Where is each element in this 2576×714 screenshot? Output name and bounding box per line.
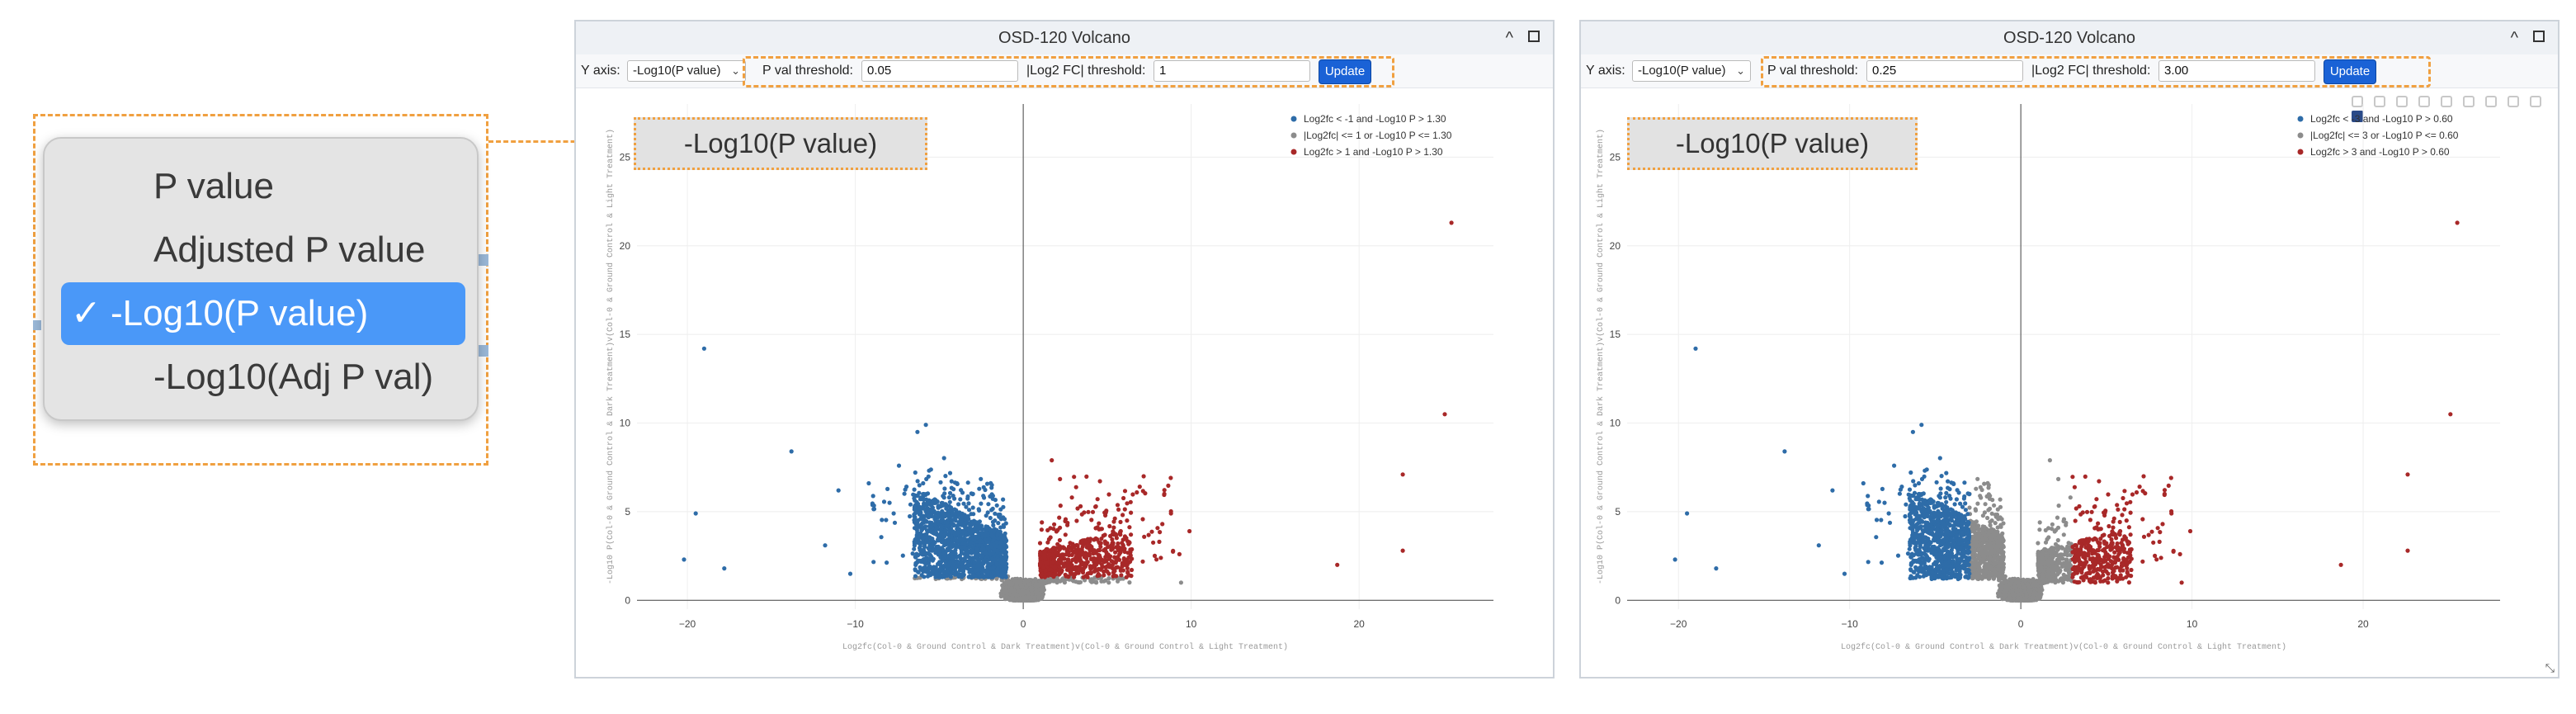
y-axis-select-value: -Log10(P value) <box>633 64 721 78</box>
collapse-icon[interactable]: ^ <box>1505 29 1513 47</box>
callout-connector <box>488 140 635 143</box>
x-tick-label: 20 <box>1353 618 1365 630</box>
p-threshold-input[interactable]: 0.05 <box>861 60 1018 82</box>
panel-header: OSD-120 Volcano ^ <box>576 21 1553 55</box>
volcano-panel-1: OSD-120 Volcano ^ Y axis: -Log10(P value… <box>574 20 1555 679</box>
x-axis-title: Log2fc(Col-0 & Ground Control & Dark Tre… <box>842 642 1288 652</box>
y-axis-title: -Log10 P(Col-0 & Ground Control & Dark T… <box>606 129 616 584</box>
menu-option-label: Adjusted P value <box>153 229 426 270</box>
y-tick-label: 5 <box>625 506 630 518</box>
menu-option-label: P value <box>153 166 274 206</box>
x-tick-label: −10 <box>847 618 864 630</box>
menu-option-p-value[interactable]: P value <box>61 155 465 218</box>
menu-option-neg-log10-adj-p-val[interactable]: -Log10(Adj P val) <box>61 346 465 409</box>
select-peek <box>477 254 488 266</box>
menu-option-adjusted-p-value[interactable]: Adjusted P value <box>61 219 465 281</box>
fc-threshold-input[interactable]: 1 <box>1154 60 1310 82</box>
threshold-highlight <box>743 56 1394 87</box>
select-peek <box>477 345 488 357</box>
y-axis-dropdown-menu[interactable]: P value Adjusted P value ✓ -Log10(P valu… <box>43 137 479 421</box>
y-tick-label: 0 <box>625 594 630 606</box>
controls-bar: Y axis: -Log10(P value) ⌄ P val threshol… <box>576 54 1553 88</box>
update-button[interactable]: Update <box>1319 59 1371 84</box>
y-axis-select[interactable]: -Log10(P value) ⌄ <box>627 60 746 82</box>
checkmark-icon: ✓ <box>71 293 101 333</box>
y-tick-label: 10 <box>620 418 631 429</box>
y-tick-label: 25 <box>620 151 631 163</box>
y-axis-label: Y axis: <box>581 64 620 78</box>
menu-option-label: -Log10(Adj P val) <box>153 357 434 397</box>
point-not-significant <box>1009 582 1014 588</box>
p-threshold-label: P val threshold: <box>762 64 853 78</box>
panel-title: OSD-120 Volcano <box>998 29 1131 47</box>
point-not-significant <box>1003 580 1008 585</box>
menu-option-neg-log10-p-value[interactable]: ✓ -Log10(P value) <box>61 282 465 345</box>
fc-threshold-label: |Log2 FC| threshold: <box>1026 64 1146 78</box>
volcano-plot: −20 −10 0 10 20 0 5 10 15 20 25 Log2fc(Col-0 & Grou… <box>606 104 1493 652</box>
x-tick-label: −20 <box>679 618 696 630</box>
chevron-down-icon: ⌄ <box>731 64 740 77</box>
expand-icon[interactable] <box>1528 31 1540 42</box>
menu-option-label: -Log10(P value) <box>111 293 369 333</box>
select-peek <box>33 320 41 330</box>
y-tick-label: 15 <box>620 329 631 340</box>
x-tick-label: 10 <box>1186 618 1197 630</box>
dropdown-callout-frame <box>33 114 488 466</box>
x-tick-label: 0 <box>1021 618 1026 630</box>
y-tick-label: 20 <box>620 240 631 252</box>
